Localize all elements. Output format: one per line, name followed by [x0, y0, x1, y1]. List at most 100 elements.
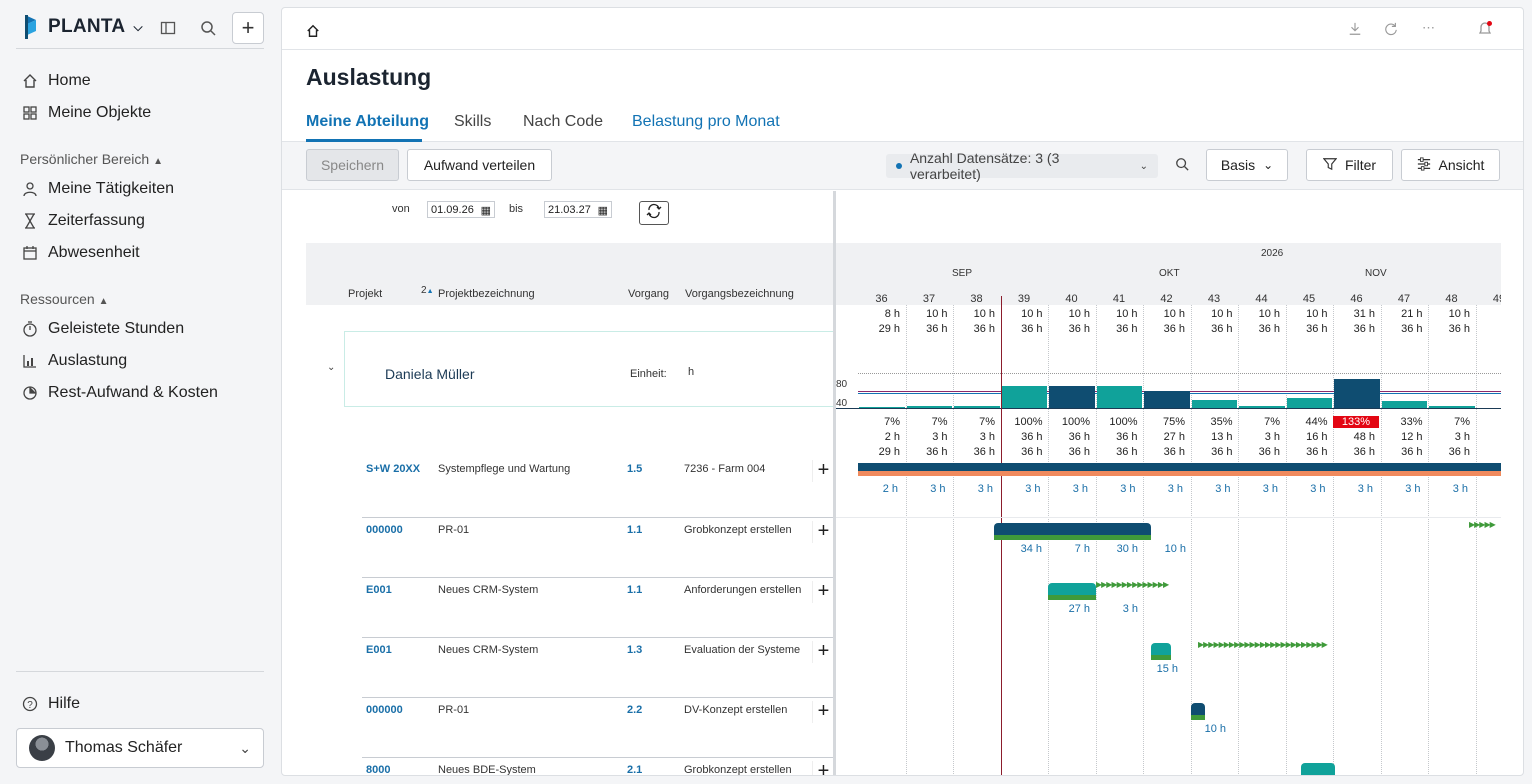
add-row-button[interactable]: + [812, 641, 834, 663]
col-projekt[interactable]: Projekt [348, 288, 383, 300]
refresh-icon[interactable] [1384, 22, 1398, 41]
col-vorgangsbezeichnung[interactable]: Vorgangsbezeichnung [685, 288, 794, 300]
task-bar-teal[interactable] [1048, 583, 1096, 595]
task-bar-green[interactable] [1191, 715, 1205, 720]
task-bar-green[interactable] [994, 535, 1151, 540]
operation-code[interactable]: 2.2 [627, 704, 643, 716]
table-row[interactable]: 000000 PR-01 1.1 Grobkonzept erstellen + [362, 517, 834, 577]
planta-logo[interactable]: PLANTA ⌵ [22, 14, 143, 40]
hours-planned: 10 h [1306, 308, 1328, 320]
tab-meine-abteilung[interactable]: Meine Abteilung [306, 113, 429, 130]
add-row-button[interactable]: + [812, 701, 834, 723]
project-name: Neues CRM-System [438, 644, 539, 656]
row-divider [836, 517, 1501, 518]
sync-button[interactable] [639, 201, 669, 225]
operation-code[interactable]: 1.1 [627, 524, 643, 536]
task-bar-navy[interactable] [994, 523, 1151, 535]
table-row[interactable]: 000000 PR-01 2.2 DV-Konzept erstellen + [362, 697, 834, 757]
operation-code[interactable]: 1.1 [627, 584, 643, 596]
from-date-input[interactable]: 01.09.26 ▦ [427, 201, 495, 218]
brand-name: PLANTA [48, 16, 126, 37]
task-bar-green[interactable] [1151, 655, 1171, 660]
task-bar-green[interactable] [1301, 775, 1335, 776]
operation-code[interactable]: 1.5 [627, 463, 643, 475]
add-row-button[interactable]: + [812, 761, 834, 775]
section-resources[interactable]: Ressourcen ▲ [20, 291, 109, 307]
operation-name: Anforderungen erstellen [684, 584, 802, 596]
to-label: bis [509, 203, 524, 215]
nav-hilfe[interactable]: ? Hilfe [22, 695, 80, 713]
nav-geleistete-stunden[interactable]: Geleistete Stunden [22, 320, 184, 338]
nav-abwesenheit[interactable]: Abwesenheit [22, 244, 140, 262]
tab-nach-code[interactable]: Nach Code [523, 113, 604, 130]
sort-indicator[interactable]: 2▲ [421, 285, 434, 296]
week-gridline [1190, 296, 1192, 775]
pane-splitter[interactable] [833, 191, 836, 775]
distribute-button[interactable]: Aufwand verteilen [407, 149, 552, 181]
view-button[interactable]: Ansicht [1401, 149, 1500, 181]
search-icon[interactable] [200, 20, 216, 41]
to-date-input[interactable]: 21.03.27 ▦ [544, 201, 612, 218]
project-code[interactable]: S+W 20XX [366, 463, 421, 475]
person-card[interactable]: Daniela Müller Einheit: h [344, 331, 834, 407]
filter-button[interactable]: Filter [1306, 149, 1393, 181]
col-projektbezeichnung[interactable]: Projektbezeichnung [438, 288, 535, 300]
nav-meine-objekte[interactable]: Meine Objekte [22, 104, 151, 122]
hours-capacity: 36 h [1021, 323, 1043, 335]
nav-home[interactable]: Home [22, 72, 91, 90]
table-row[interactable]: E001 Neues CRM-System 1.1 Anforderungen … [362, 577, 834, 637]
project-code[interactable]: 000000 [366, 704, 403, 716]
nav-meine-taetigkeiten[interactable]: Meine Tätigkeiten [22, 180, 174, 198]
add-row-button[interactable]: + [812, 581, 834, 603]
add-row-button[interactable]: + [812, 460, 834, 482]
basis-dropdown[interactable]: Basis ⌄ [1206, 149, 1288, 181]
project-code[interactable]: E001 [366, 644, 392, 656]
table-row[interactable]: S+W 20XX Systempflege und Wartung 1.5 72… [362, 457, 834, 517]
task-bar-navy[interactable] [858, 463, 1501, 471]
operation-code[interactable]: 2.1 [627, 764, 643, 776]
nav-label: Rest-Aufwand & Kosten [48, 384, 218, 401]
load-bar [859, 406, 905, 408]
add-button[interactable]: + [232, 12, 264, 44]
save-button[interactable]: Speichern [306, 149, 399, 181]
task-bar-navy[interactable] [1191, 703, 1205, 715]
load-capacity: 3 [1474, 446, 1502, 458]
download-icon[interactable] [1348, 22, 1362, 41]
collapse-chevron-icon[interactable]: ⌄ [327, 362, 336, 373]
operation-code[interactable]: 1.3 [627, 644, 643, 656]
search-icon[interactable] [1175, 157, 1189, 176]
sidebar-toggle-icon[interactable] [160, 20, 176, 41]
sort-up-icon: ▲ [426, 288, 434, 295]
bell-icon[interactable] [1478, 21, 1492, 42]
top-bar [282, 8, 1523, 50]
load-bar [1144, 391, 1190, 408]
nav-rest-aufwand[interactable]: Rest-Aufwand & Kosten [22, 384, 218, 402]
add-row-button[interactable]: + [812, 521, 834, 543]
project-code[interactable]: 8000 [366, 764, 391, 776]
task-bar-green[interactable] [1048, 595, 1096, 600]
chevron-down-icon[interactable]: ⌵ [133, 19, 143, 34]
tab-skills[interactable]: Skills [454, 113, 492, 130]
task-bar-orange[interactable] [858, 471, 1501, 476]
task-bar-teal[interactable] [1301, 763, 1335, 775]
records-chip[interactable]: Anzahl Datensätze: 3 (3 verarbeitet) ⌄ [886, 150, 1158, 182]
more-icon[interactable]: ⋯ [1422, 20, 1435, 35]
table-row[interactable]: E001 Neues CRM-System 1.3 Evaluation der… [362, 637, 834, 697]
load-capacity: 36 h [1068, 446, 1090, 458]
section-personal[interactable]: Persönlicher Bereich ▲ [20, 151, 163, 167]
bar-hours: 7 h [1074, 543, 1090, 555]
rewind-icon[interactable]: « [858, 461, 865, 473]
nav-zeiterfassung[interactable]: Zeiterfassung [22, 212, 145, 230]
project-code[interactable]: E001 [366, 584, 392, 596]
table-row[interactable]: 8000 Neues BDE-System 2.1 Grobkonzept er… [362, 757, 834, 776]
home-icon[interactable] [306, 24, 320, 43]
nav-auslastung[interactable]: Auslastung [22, 352, 127, 370]
bar-hours: 15 h [1156, 663, 1178, 675]
week-gridline [1285, 296, 1287, 775]
hours-capacity: 36 h [1401, 323, 1423, 335]
tab-belastung-pro-monat[interactable]: Belastung pro Monat [632, 113, 780, 130]
project-code[interactable]: 000000 [366, 524, 403, 536]
user-menu[interactable]: Thomas Schäfer ⌄ [16, 728, 264, 768]
task-bar-teal[interactable] [1151, 643, 1171, 655]
col-vorgang[interactable]: Vorgang [628, 288, 669, 300]
